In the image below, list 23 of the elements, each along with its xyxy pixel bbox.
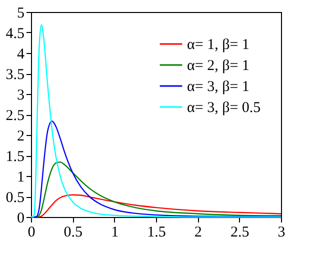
x-tick-label: 0 bbox=[28, 224, 36, 240]
legend-label: α= 2, β= 1 bbox=[187, 58, 250, 74]
x-tick-label: 1 bbox=[111, 224, 119, 240]
x-tick-label: 3 bbox=[278, 224, 286, 240]
legend-label: α= 1, β= 1 bbox=[187, 37, 250, 53]
legend-label: α= 3, β= 0.5 bbox=[187, 100, 261, 116]
y-tick-label: 2.5 bbox=[6, 108, 24, 124]
x-tick-label: 1.5 bbox=[147, 224, 166, 240]
line-series bbox=[30, 24, 282, 218]
legend-label: α= 3, β= 1 bbox=[187, 79, 250, 95]
x-tick-label: 0.5 bbox=[64, 224, 83, 240]
x-tick-label: 2.5 bbox=[230, 224, 250, 240]
y-tick-label: 0.5 bbox=[6, 190, 24, 206]
y-tick-label: 1.5 bbox=[6, 149, 24, 165]
x-tick-label: 2 bbox=[194, 224, 202, 240]
y-tick-label: 3.5 bbox=[6, 67, 24, 83]
y-tick-label: 1 bbox=[17, 170, 24, 186]
y-tick-label: 4.5 bbox=[6, 26, 24, 42]
y-tick-label: 4 bbox=[17, 46, 25, 62]
y-tick-label: 0 bbox=[17, 210, 24, 226]
y-tick-label: 5 bbox=[17, 6, 24, 22]
y-tick-label: 2 bbox=[17, 128, 24, 144]
y-tick-label: 3 bbox=[17, 88, 24, 104]
